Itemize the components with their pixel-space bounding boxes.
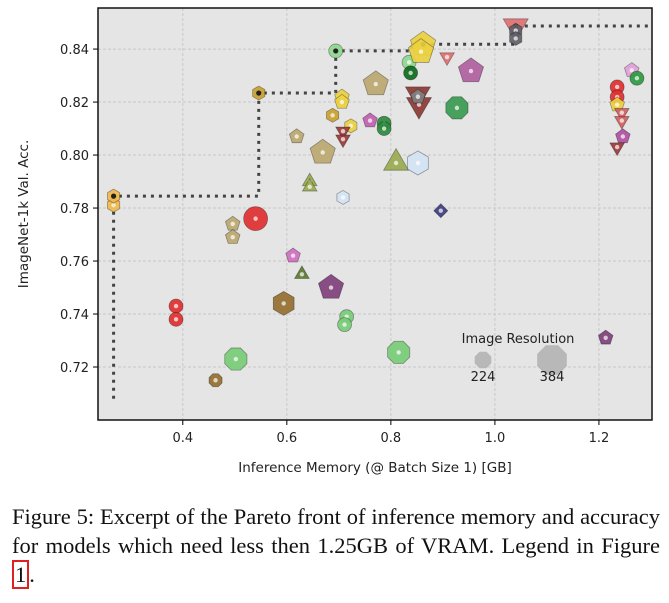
data-point	[629, 70, 645, 86]
x-tick-label: 0.8	[381, 431, 402, 446]
data-point	[382, 147, 410, 171]
caption-end: .	[29, 562, 35, 587]
x-tick-label: 0.6	[276, 431, 297, 446]
data-point	[328, 43, 344, 59]
plot-background	[98, 8, 652, 420]
data-point	[168, 311, 184, 327]
y-tick-label: 0.76	[60, 255, 89, 270]
y-tick-label: 0.82	[60, 96, 89, 111]
data-point	[224, 228, 241, 244]
x-tick-label: 0.4	[172, 431, 193, 446]
data-point	[410, 88, 426, 104]
data-point	[317, 273, 345, 299]
data-point	[309, 138, 336, 164]
data-point	[301, 177, 318, 192]
legend-marker-384	[537, 345, 567, 375]
scatter-chart: 0.4 0.6 0.8 1.0 1.2 0.72 0.74 0.76 0.78 0.80 0.82 0…	[16, 7, 653, 476]
data-point	[407, 38, 435, 63]
legend-marker-224	[474, 351, 492, 369]
data-point	[224, 215, 241, 231]
data-point	[107, 197, 121, 213]
x-tick-label: 1.0	[485, 431, 506, 446]
figure-caption: Figure 5: Excerpt of the Pareto front of…	[12, 502, 660, 589]
data-point	[445, 96, 469, 120]
plot-frame	[97, 7, 653, 421]
data-point	[224, 347, 248, 371]
data-point	[613, 108, 630, 122]
data-point	[613, 116, 630, 130]
data-point	[403, 65, 419, 81]
data-point	[243, 206, 269, 232]
data-point	[609, 142, 626, 157]
data-point	[337, 317, 352, 333]
data-point	[285, 247, 301, 263]
data-point	[107, 188, 121, 204]
x-axis-label: Inference Memory (@ Batch Size 1) [GB]	[238, 460, 512, 476]
data-point	[252, 85, 266, 101]
data-point	[376, 121, 392, 136]
data-point	[168, 298, 184, 314]
data-point	[439, 52, 456, 67]
data-point	[334, 93, 350, 109]
data-point	[335, 134, 352, 149]
data-point	[362, 70, 389, 96]
data-point	[457, 57, 485, 83]
data-point	[387, 340, 411, 364]
y-tick-label: 0.74	[60, 308, 89, 323]
data-point	[272, 290, 295, 316]
legend-label-224: 224	[471, 370, 496, 385]
y-tick-label: 0.78	[60, 202, 89, 217]
data-point	[509, 31, 523, 46]
data-point	[433, 203, 449, 219]
data-point	[615, 128, 631, 144]
legend-title: Image Resolution	[462, 332, 575, 347]
data-point	[407, 150, 429, 176]
y-tick-label: 0.80	[60, 149, 89, 164]
data-point	[293, 265, 310, 279]
y-axis-label: ImageNet-1k Val. Acc.	[16, 140, 32, 288]
data-point	[288, 128, 305, 144]
data-point	[336, 189, 350, 205]
x-tick-label: 1.2	[589, 431, 610, 446]
data-point	[335, 126, 352, 141]
data-point	[597, 329, 614, 345]
figure-reference-link[interactable]: 1	[12, 560, 30, 589]
data-point	[208, 373, 223, 388]
data-point	[362, 112, 378, 128]
legend-label-384: 384	[540, 370, 565, 385]
caption-text: Figure 5: Excerpt of the Pareto front of…	[12, 504, 660, 558]
data-point	[326, 107, 340, 123]
y-tick-label: 0.72	[60, 361, 89, 376]
y-tick-label: 0.84	[60, 43, 89, 58]
